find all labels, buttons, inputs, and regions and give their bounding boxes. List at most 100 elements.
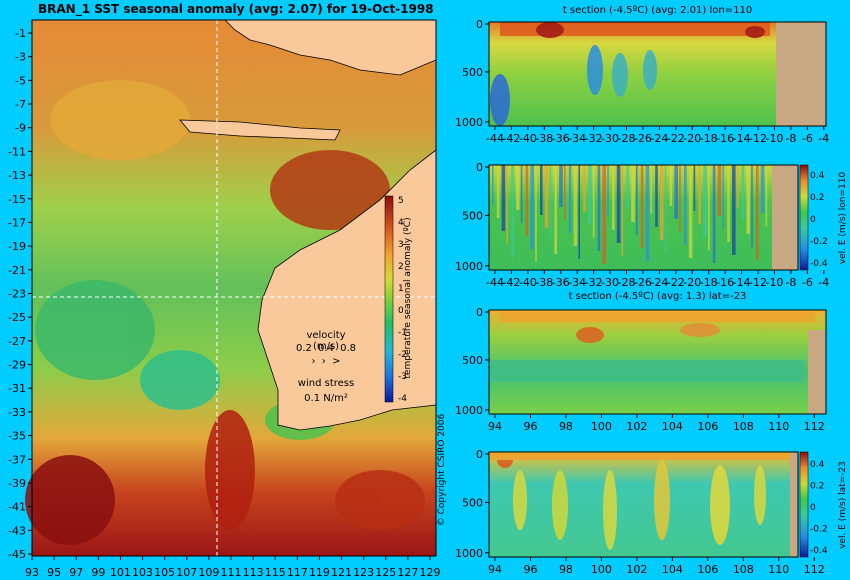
panel1-x-tick-label: -44 (486, 132, 504, 145)
panel1-x-tick-label: -6 (802, 132, 813, 145)
panel3-y-ticks: 0 500 1000 (455, 306, 489, 417)
panel1-x-tick-label: -4 (818, 132, 829, 145)
panel2-stripe (540, 165, 543, 215)
sst-colorbar-tick: 1 (398, 284, 404, 294)
panel2-colorbar-tick: 0.4 (810, 171, 825, 181)
map-y-tick-label: -41 (8, 501, 26, 514)
map-x-tick-label: 93 (25, 566, 39, 579)
panel2-stripe (756, 165, 759, 260)
panel2-cb-ticks: 0.4 0.2 0 -0.2 -0.4 (810, 171, 828, 269)
map-x-tick-label: 95 (47, 566, 61, 579)
panel2-stripe (717, 165, 722, 216)
map-x-tick-label: 117 (287, 566, 308, 579)
panel4-features (489, 452, 798, 550)
panel2-x-tick-label: -38 (535, 276, 553, 289)
panel2-x-tick-label: -32 (585, 276, 603, 289)
panel2-frame (488, 164, 799, 271)
panel2-stripe (568, 165, 572, 233)
panel1-y-ticks: 0 500 1000 (455, 18, 489, 129)
panel4-colorbar (799, 451, 809, 558)
panel2-stripe (751, 165, 753, 247)
map-y-tick-label: -39 (8, 477, 26, 490)
panel2-stripe (573, 165, 578, 246)
panel4-frame (488, 451, 799, 558)
panel2-stripe (712, 165, 716, 263)
panel3-x-tick-label: 108 (733, 420, 754, 433)
map-y-tick-label: -17 (8, 216, 26, 229)
panel1-x-tick-label: -20 (683, 132, 701, 145)
panel2-stripe (597, 165, 601, 251)
panel2-stripe (693, 165, 696, 211)
panel2-colorbar-label: vel. E (m/s) lon=110 (838, 171, 848, 265)
panel2-stripe (765, 165, 768, 226)
panel4-x-tick-label: 108 (733, 563, 754, 576)
panel1-x-tick-label: -32 (585, 132, 603, 145)
map-x-tick-label: 101 (110, 566, 131, 579)
sst-colorbar-tick: -4 (398, 394, 407, 404)
panel4-x-tick-label: 104 (662, 563, 683, 576)
map-y-tick-label: -1 (15, 27, 26, 40)
panel2-x-tick-label: -24 (650, 276, 668, 289)
panel2-stripe (525, 165, 529, 236)
panel4-y-tick-label: 1000 (455, 547, 483, 560)
panel3-title: t section (-4.5ºC) (avg: 1.3) lat=-23 (568, 291, 747, 302)
panel2-stripe (592, 165, 595, 238)
panel1-x-tick-label: -28 (618, 132, 636, 145)
panel4-colorbar-tick: -0.4 (810, 546, 828, 556)
panel4-x-tick-label: 98 (559, 563, 573, 576)
panel2-stripe (655, 165, 658, 227)
panel1-field (489, 22, 826, 126)
panel3-y-tick-label: 0 (476, 306, 483, 319)
panel2-colorbar-tick: -0.4 (810, 259, 828, 269)
panel2-x-tick-label: -40 (519, 276, 537, 289)
panel3-x-tick-label: 94 (488, 420, 502, 433)
map-x-tick-label: 123 (353, 566, 374, 579)
wind-legend-value: 0.1 N/m² (304, 393, 348, 404)
panel3-x-tick-label: 110 (768, 420, 789, 433)
panel2-stripe (741, 165, 745, 221)
sst-colorbar-tick: -2 (398, 350, 407, 360)
panel2-land (772, 165, 798, 270)
panel4-y-ticks: 0 500 1000 (455, 448, 489, 560)
map-y-tick-label: -7 (15, 98, 26, 111)
map-warm-blobs (25, 80, 425, 545)
map-x-ticks: 93 95 97 99 101 103 105 107 109 111 113 115 117 119 12… (25, 556, 441, 579)
panel4-colorbar-label: vel. E (m/s) lat=-23 (838, 461, 848, 549)
panel2-stripe (703, 165, 707, 237)
panel2-stripe (621, 165, 624, 256)
panel2-x-tick-label: -20 (683, 276, 701, 289)
map-y-tick-label: -13 (8, 169, 26, 182)
sst-colorbar-tick: 2 (398, 262, 404, 272)
map-y-tick-label: -25 (8, 311, 26, 324)
panel2-stripe (684, 165, 687, 245)
panel2-stripe (616, 165, 621, 243)
panel2-stripe (583, 165, 586, 212)
map-y-tick-label: -19 (8, 240, 26, 253)
map-y-tick-label: -37 (8, 453, 26, 466)
panel4-colorbar-tick: 0.4 (810, 460, 825, 470)
panel2-colorbar (799, 164, 809, 271)
panel2-x-tick-label: -36 (552, 276, 570, 289)
panel2-stripe (588, 165, 592, 225)
panel2-x-tick-label: -22 (667, 276, 685, 289)
panel3-x-ticks: 94 96 98 100 102 104 106 108 110 112 (488, 414, 825, 433)
panel3-y-tick-label: 500 (462, 354, 483, 367)
map-y-tick-label: -21 (8, 264, 26, 277)
map-x-tick-label: 113 (243, 566, 264, 579)
panel2-stripe (564, 165, 566, 220)
panel1-x-tick-label: -14 (733, 132, 751, 145)
panel1-x-tick-label: -40 (519, 132, 537, 145)
sst-colorbar-tick: 4 (398, 218, 404, 228)
map-x-tick-label: 103 (132, 566, 153, 579)
map-y-tick-label: -9 (15, 122, 26, 135)
map-x-tick-label: 125 (375, 566, 396, 579)
panel4-y-tick-label: 0 (476, 448, 483, 461)
sst-colorbar-tick: -1 (398, 328, 407, 338)
panel4-x-tick-label: 94 (488, 563, 502, 576)
map-x-tick-label: 107 (176, 566, 197, 579)
section-panel-3: 0 500 1000 94 96 98 100 102 104 106 108 110 112 (455, 306, 827, 433)
panel1-y-tick-label: 500 (462, 66, 483, 79)
panel1-x-tick-label: -34 (568, 132, 586, 145)
